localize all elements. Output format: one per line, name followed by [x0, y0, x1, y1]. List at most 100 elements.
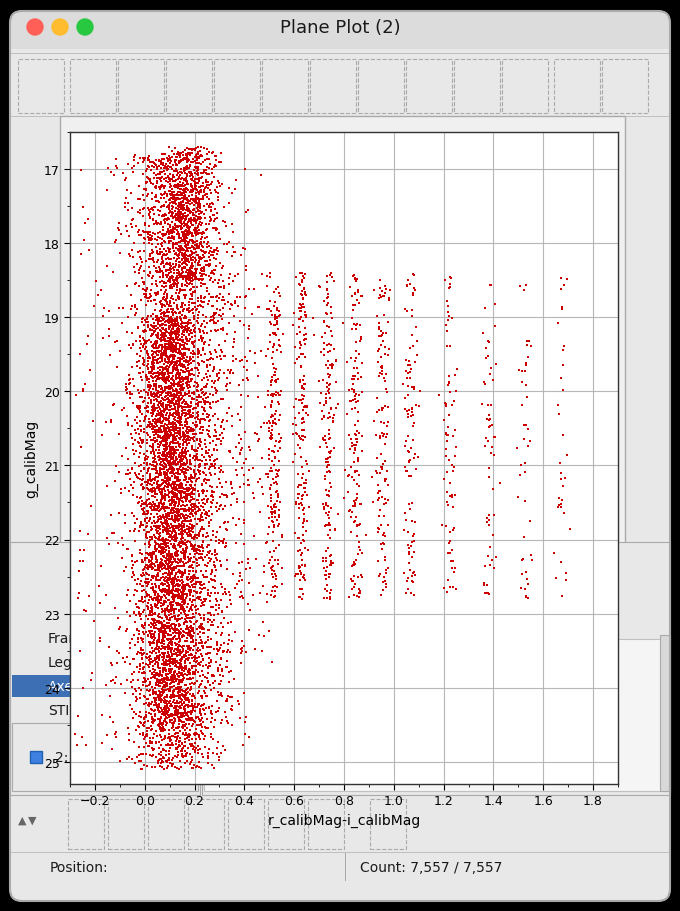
Point [558, 279, 569, 293]
Point [434, 388, 445, 403]
Point [169, 648, 180, 662]
Point [204, 623, 215, 638]
Point [177, 370, 188, 384]
Point [159, 467, 170, 482]
Point [153, 520, 164, 535]
Point [226, 615, 237, 630]
Point [158, 305, 169, 320]
Point [325, 517, 336, 532]
Point [165, 417, 175, 432]
Point [196, 674, 207, 689]
Point [146, 697, 157, 711]
Point [265, 461, 276, 476]
Point [173, 677, 184, 691]
Point [169, 670, 180, 685]
Point [272, 469, 283, 484]
Point [133, 320, 143, 334]
Point [186, 246, 197, 261]
Point [158, 534, 169, 548]
Point [173, 421, 184, 435]
Point [176, 253, 187, 268]
Point [273, 287, 284, 302]
Point [190, 741, 201, 755]
Point [163, 558, 173, 572]
Point [174, 474, 185, 488]
Point [158, 722, 169, 736]
Point [211, 548, 222, 562]
Point [175, 311, 186, 325]
Point [123, 230, 134, 244]
Point [124, 472, 135, 486]
Point [161, 265, 172, 280]
Point [150, 338, 161, 353]
Point [169, 388, 180, 403]
Point [144, 415, 155, 430]
Point [166, 493, 177, 507]
Point [199, 729, 210, 743]
Point [189, 539, 200, 554]
Point [175, 476, 186, 490]
Point [182, 641, 193, 656]
Point [158, 640, 169, 655]
Point [150, 416, 161, 431]
Point [174, 701, 185, 716]
Point [199, 387, 210, 402]
Point [183, 464, 194, 478]
Point [379, 374, 390, 388]
Point [170, 671, 181, 686]
Point [168, 476, 179, 490]
Point [161, 370, 172, 384]
Point [178, 406, 189, 421]
Point [196, 690, 207, 704]
Point [145, 688, 156, 702]
Point [157, 220, 168, 235]
Point [189, 151, 200, 166]
Point [167, 195, 177, 210]
Point [142, 651, 153, 666]
Point [135, 643, 146, 658]
Point [193, 396, 204, 411]
Point [222, 363, 233, 378]
Point [180, 174, 191, 189]
Point [131, 707, 142, 722]
Point [174, 210, 185, 224]
Point [165, 426, 176, 441]
Point [174, 661, 185, 676]
Point [228, 486, 239, 501]
Point [120, 686, 131, 701]
Point [191, 229, 202, 243]
Point [138, 357, 149, 372]
Point [141, 727, 152, 742]
Point [523, 591, 534, 606]
Point [180, 486, 190, 501]
Point [167, 496, 177, 511]
Point [158, 372, 169, 386]
Point [188, 427, 199, 442]
Point [154, 688, 165, 702]
Point [188, 573, 199, 588]
Point [165, 742, 175, 756]
Point [210, 563, 221, 578]
Point [168, 344, 179, 359]
Point [204, 198, 215, 212]
Point [159, 494, 170, 508]
Point [327, 312, 338, 326]
Point [201, 259, 212, 273]
Point [198, 241, 209, 255]
Point [189, 271, 200, 285]
Point [165, 599, 176, 613]
Point [154, 413, 165, 427]
Point [268, 389, 279, 404]
Point [129, 379, 139, 394]
Point [188, 204, 199, 219]
Point [408, 433, 419, 447]
Point [159, 307, 170, 322]
Point [267, 352, 277, 366]
Point [186, 471, 197, 486]
Point [449, 449, 460, 464]
Point [152, 355, 163, 370]
Point [168, 441, 179, 456]
Bar [70, 60, 116, 114]
Point [195, 718, 206, 732]
Point [149, 397, 160, 412]
